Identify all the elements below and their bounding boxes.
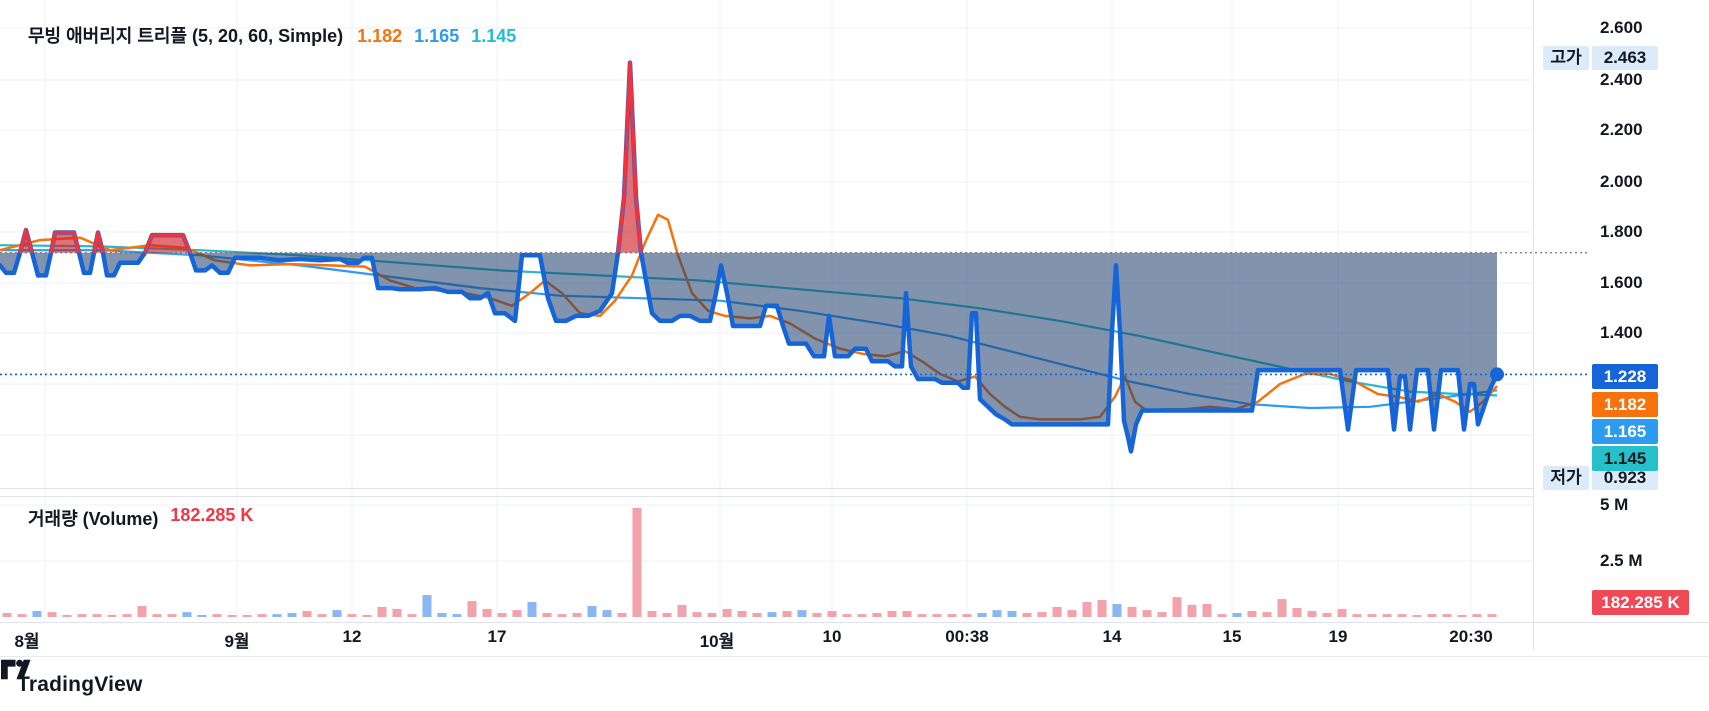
indicator-title[interactable]: 무빙 애버리지 트리플 (5, 20, 60, Simple) <box>28 26 344 46</box>
price-tick-label: 1.400 <box>1600 323 1643 342</box>
price-tick-label: 2.400 <box>1600 70 1643 89</box>
tradingview-brand[interactable]: TradingView <box>0 659 143 697</box>
volume-tick-label: 2.5 M <box>1600 551 1643 570</box>
time-tick-label: 12 <box>342 627 362 646</box>
time-tick-label: 17 <box>487 627 507 646</box>
price-tick-label: 2.000 <box>1600 172 1643 191</box>
low-label-chip: 저가 <box>1543 466 1589 490</box>
time-tick-label: 10월 <box>699 632 735 651</box>
price-tick-label: 2.600 <box>1600 18 1643 37</box>
time-tick-label: 19 <box>1328 627 1348 646</box>
time-tick-label: 20:30 <box>1449 627 1493 646</box>
ma20-badge: 1.165 <box>1592 419 1658 444</box>
high-value-chip: 2.463 <box>1592 46 1658 70</box>
indicator-values: 1.182 1.165 1.145 <box>357 26 516 47</box>
brand-text: TradingView <box>17 672 143 696</box>
tradingview-logo-icon <box>0 659 31 680</box>
volume-tick-label: 5 M <box>1600 495 1629 514</box>
volume-title: 거래량 (Volume) <box>28 509 159 529</box>
ma60-badge: 1.145 <box>1592 446 1658 471</box>
time-tick-label: 9월 <box>224 632 250 651</box>
high-label-chip: 고가 <box>1543 46 1589 70</box>
time-tick-label: 00:38 <box>945 627 989 646</box>
price-chart-canvas[interactable] <box>0 0 1709 660</box>
ma5-badge: 1.182 <box>1592 392 1658 417</box>
footer-bar: TradingView <box>0 656 1709 711</box>
price-tick-label: 1.800 <box>1600 222 1643 241</box>
ma5-value: 1.182 <box>357 26 403 46</box>
time-tick-label: 8월 <box>14 632 40 651</box>
price-tick-label: 2.200 <box>1600 120 1643 139</box>
last-price-badge: 1.228 <box>1592 364 1658 389</box>
current-volume-badge: 182.285 K <box>1592 590 1689 615</box>
volume-value: 182.285 K <box>170 505 254 525</box>
volume-legend[interactable]: 거래량 (Volume) 182.285 K <box>28 505 253 531</box>
ma60-value: 1.145 <box>471 26 517 46</box>
time-tick-label: 15 <box>1222 627 1242 646</box>
price-tick-label: 1.600 <box>1600 273 1643 292</box>
time-tick-label: 10 <box>822 627 842 646</box>
indicator-legend[interactable]: 무빙 애버리지 트리플 (5, 20, 60, Simple) 1.182 1.1… <box>28 22 516 48</box>
time-tick-label: 14 <box>1102 627 1122 646</box>
ma20-value: 1.165 <box>414 26 460 46</box>
